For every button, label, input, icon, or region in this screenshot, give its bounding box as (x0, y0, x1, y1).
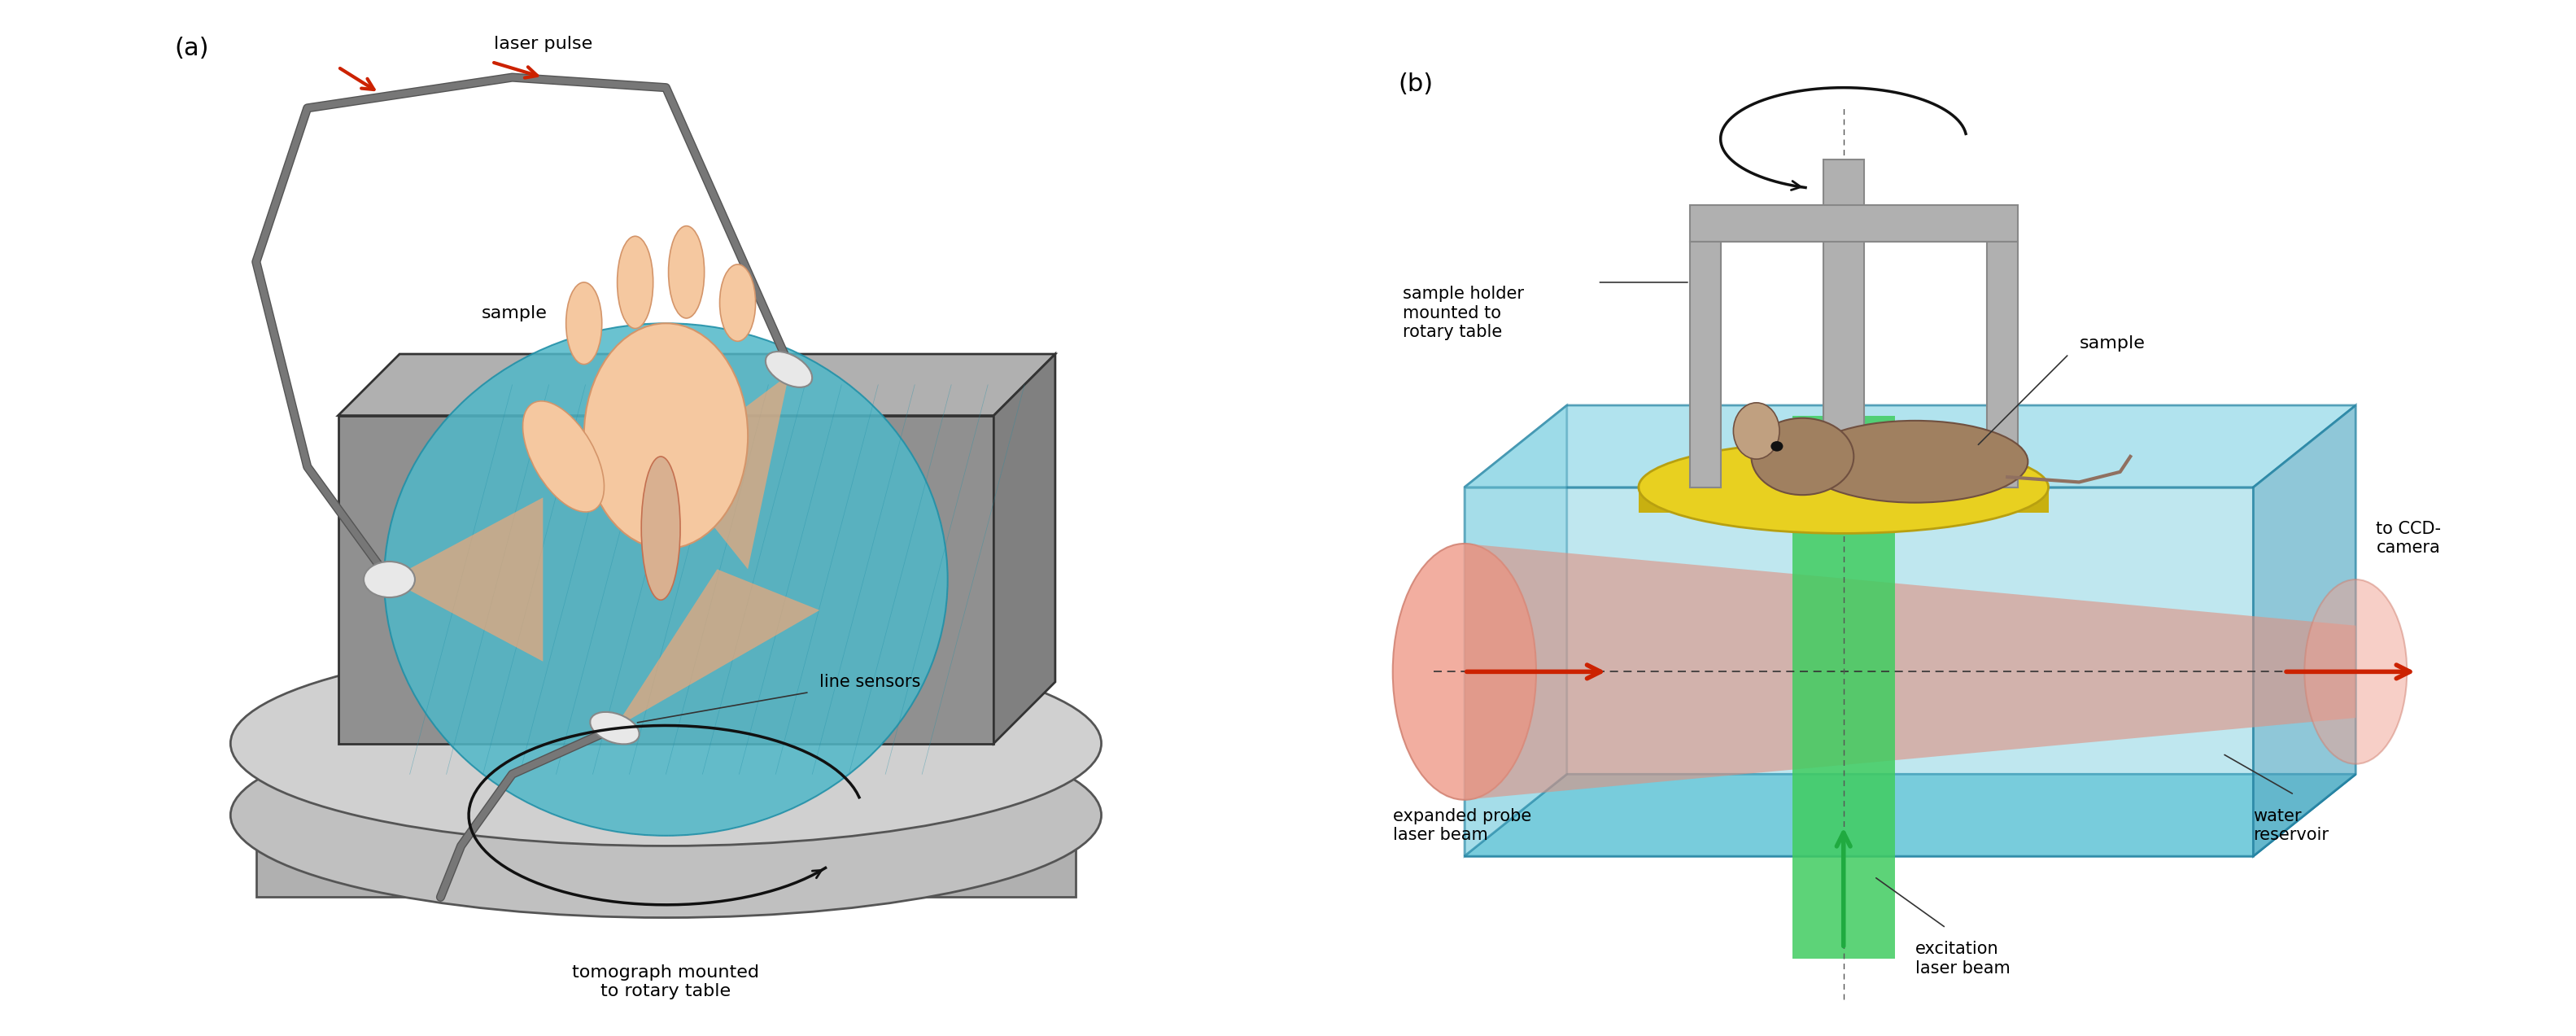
Text: sample: sample (2079, 336, 2146, 352)
Text: (b): (b) (1399, 73, 1432, 96)
Ellipse shape (585, 323, 747, 549)
Ellipse shape (641, 457, 680, 600)
Text: line sensors: line sensors (819, 673, 920, 690)
Polygon shape (667, 375, 788, 569)
Ellipse shape (229, 713, 1103, 918)
Text: sample holder
mounted to
rotary table: sample holder mounted to rotary table (1404, 286, 1525, 340)
Ellipse shape (1803, 421, 2027, 502)
Text: tomograph mounted
to rotary table: tomograph mounted to rotary table (572, 965, 760, 1000)
Polygon shape (1638, 487, 2048, 513)
Polygon shape (337, 354, 1056, 415)
Polygon shape (337, 415, 994, 744)
Ellipse shape (2306, 579, 2406, 764)
Text: (a): (a) (175, 36, 209, 60)
Polygon shape (1463, 405, 1566, 856)
Bar (1824, 160, 1865, 487)
Polygon shape (389, 497, 544, 661)
Polygon shape (1463, 544, 2354, 800)
Polygon shape (616, 569, 819, 728)
Ellipse shape (1770, 441, 1783, 452)
Ellipse shape (1734, 403, 1780, 459)
Polygon shape (1463, 774, 2354, 856)
Ellipse shape (765, 351, 811, 387)
Polygon shape (2254, 405, 2354, 856)
Ellipse shape (618, 236, 654, 328)
Ellipse shape (1638, 441, 2048, 534)
Bar (1986, 241, 2017, 487)
Text: sample: sample (482, 305, 546, 321)
Text: laser pulse: laser pulse (495, 35, 592, 52)
Text: expanded probe
laser beam: expanded probe laser beam (1394, 808, 1530, 843)
Bar (1690, 205, 2017, 241)
Ellipse shape (719, 264, 755, 341)
Polygon shape (1793, 415, 1896, 958)
FancyBboxPatch shape (255, 795, 1077, 897)
Ellipse shape (363, 562, 415, 598)
Ellipse shape (590, 712, 639, 744)
Ellipse shape (384, 323, 948, 836)
Ellipse shape (523, 401, 605, 512)
Bar (1690, 241, 1721, 487)
Text: excitation
laser beam: excitation laser beam (1914, 941, 2009, 976)
Polygon shape (994, 354, 1056, 744)
Text: water
reservoir: water reservoir (2254, 808, 2329, 843)
Ellipse shape (1394, 544, 1535, 800)
Polygon shape (1463, 487, 2254, 856)
Polygon shape (1463, 405, 2354, 487)
Ellipse shape (229, 641, 1103, 846)
Ellipse shape (670, 226, 703, 318)
Ellipse shape (567, 283, 603, 365)
Text: to CCD-
camera: to CCD- camera (2375, 521, 2442, 556)
Ellipse shape (1752, 419, 1855, 495)
